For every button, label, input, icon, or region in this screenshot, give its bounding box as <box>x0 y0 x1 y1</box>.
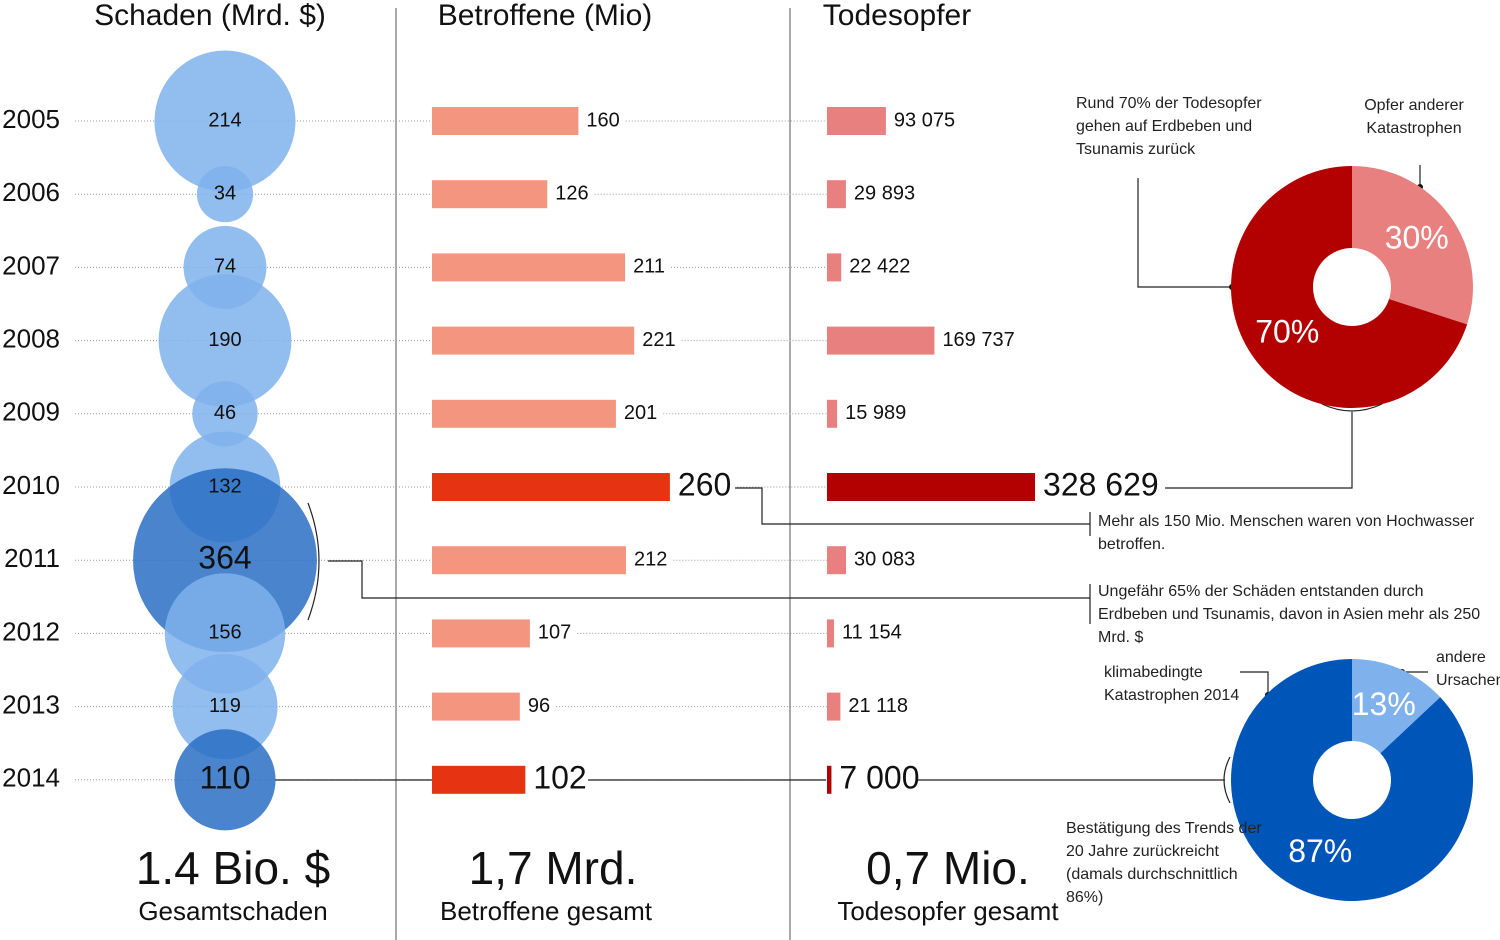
value-label: 211 <box>633 256 665 278</box>
pie-slice <box>1231 659 1473 901</box>
bubble <box>196 166 254 223</box>
bubble-label: 132 <box>208 475 241 497</box>
bar <box>432 765 526 794</box>
value-label: 212 <box>634 548 667 570</box>
year-label: 2013 <box>2 689 60 719</box>
bar <box>827 692 841 721</box>
total-label: Todesopfer gesamt <box>837 896 1059 926</box>
year-label: 2005 <box>2 104 60 134</box>
value-label: 30 083 <box>854 548 915 570</box>
column-title: Todesopfer <box>823 0 971 32</box>
bubble-label: 119 <box>209 695 241 717</box>
pie-label: 30% <box>1385 219 1449 255</box>
pie-label: 13% <box>1352 686 1416 722</box>
value-label: 328 629 <box>1043 466 1159 502</box>
bubble-label: 190 <box>208 329 241 351</box>
bubble-label: 156 <box>208 622 241 644</box>
year-label: 2009 <box>2 397 60 427</box>
year-label: 2014 <box>2 763 60 793</box>
total-value: 0,7 Mio. <box>866 842 1030 894</box>
annotation: andere Ursachen <box>1436 649 1500 689</box>
value-label: 160 <box>586 109 619 131</box>
column-title: Schaden (Mrd. $) <box>94 0 326 32</box>
bar <box>827 107 886 135</box>
annotation: Mehr als 150 Mio. Menschen waren von Hoc… <box>1098 513 1475 553</box>
value-label: 21 118 <box>848 695 908 717</box>
total-label: Betroffene gesamt <box>440 896 653 926</box>
total-value: 1.4 Bio. $ <box>136 842 330 894</box>
bar <box>432 180 548 209</box>
bar <box>827 253 842 282</box>
annotation: Bestätigung des Trends der 20 Jahre zurü… <box>1066 820 1262 906</box>
value-label: 126 <box>555 182 588 204</box>
annotation: Rund 70% der Todesopfer gehen auf Erdbeb… <box>1076 95 1262 158</box>
value-label: 201 <box>624 402 657 424</box>
total-label: Gesamtschaden <box>138 896 327 926</box>
bar <box>432 107 579 135</box>
leader-lines <box>275 165 1428 804</box>
bracket <box>1223 756 1231 804</box>
pie-slice <box>1352 659 1441 754</box>
annotation: Opfer anderer Katastrophen <box>1364 97 1464 137</box>
value-label: 260 <box>678 466 731 502</box>
year-label: 2012 <box>2 616 60 646</box>
annotation: klimabedingte Katastrophen 2014 <box>1104 664 1240 704</box>
bubble <box>174 729 276 831</box>
bar <box>827 399 838 428</box>
year-label: 2007 <box>2 250 60 280</box>
bar <box>827 180 846 209</box>
annotation: Ungefähr 65% der Schäden entstanden durc… <box>1098 583 1481 646</box>
bar <box>432 546 626 575</box>
pie-slice <box>1352 165 1474 325</box>
bar <box>827 765 832 794</box>
bubble <box>192 381 258 447</box>
column-title: Betroffene (Mio) <box>438 0 653 32</box>
bubble-label: 110 <box>199 759 250 795</box>
bar <box>432 619 530 648</box>
bar <box>432 473 670 501</box>
leader-line <box>735 487 1091 536</box>
total-value: 1,7 Mrd. <box>469 842 638 894</box>
bar <box>432 326 635 355</box>
bar <box>432 399 616 428</box>
pie-slice <box>1231 166 1468 408</box>
bubble <box>158 274 292 408</box>
value-label: 22 422 <box>849 256 910 278</box>
value-label: 107 <box>538 622 571 644</box>
bubble-label: 364 <box>198 540 251 576</box>
value-label: 15 989 <box>845 402 906 424</box>
bubble-label: 46 <box>214 402 236 424</box>
bubble-label: 74 <box>214 256 236 278</box>
leader-line <box>1137 165 1428 695</box>
bar <box>827 473 1036 501</box>
bar <box>432 253 626 282</box>
value-label: 93 075 <box>894 109 955 131</box>
bubble <box>154 50 296 192</box>
pie-label: 70% <box>1255 313 1319 349</box>
year-label: 2006 <box>2 177 60 207</box>
pie-label: 87% <box>1288 833 1352 869</box>
bubble-label: 214 <box>208 109 241 131</box>
year-label: 2011 <box>4 543 60 573</box>
leader-line <box>307 502 1091 624</box>
bar <box>827 619 835 648</box>
bubble-label: 34 <box>214 182 236 204</box>
bubble <box>172 654 278 760</box>
bar <box>827 546 847 575</box>
value-label: 96 <box>528 695 550 717</box>
year-label: 2010 <box>2 470 60 500</box>
value-label: 102 <box>533 759 586 795</box>
value-label: 11 154 <box>842 622 902 644</box>
bar <box>432 692 520 721</box>
value-label: 221 <box>642 329 675 351</box>
year-label: 2008 <box>2 323 60 353</box>
leader-line <box>1165 403 1383 489</box>
value-label: 7 000 <box>839 759 919 795</box>
value-label: 29 893 <box>854 182 915 204</box>
bar <box>827 326 935 355</box>
value-label: 169 737 <box>942 329 1014 351</box>
